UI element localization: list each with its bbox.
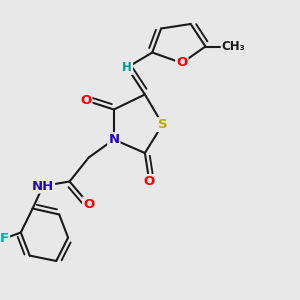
Text: S: S [158, 118, 167, 131]
Text: O: O [144, 175, 155, 188]
Text: H: H [122, 61, 132, 74]
Text: F: F [0, 232, 9, 245]
Text: N: N [108, 133, 119, 146]
Text: CH₃: CH₃ [222, 40, 245, 53]
Text: O: O [176, 56, 188, 70]
Text: O: O [80, 94, 92, 107]
Text: NH: NH [32, 179, 54, 193]
Text: O: O [83, 197, 94, 211]
